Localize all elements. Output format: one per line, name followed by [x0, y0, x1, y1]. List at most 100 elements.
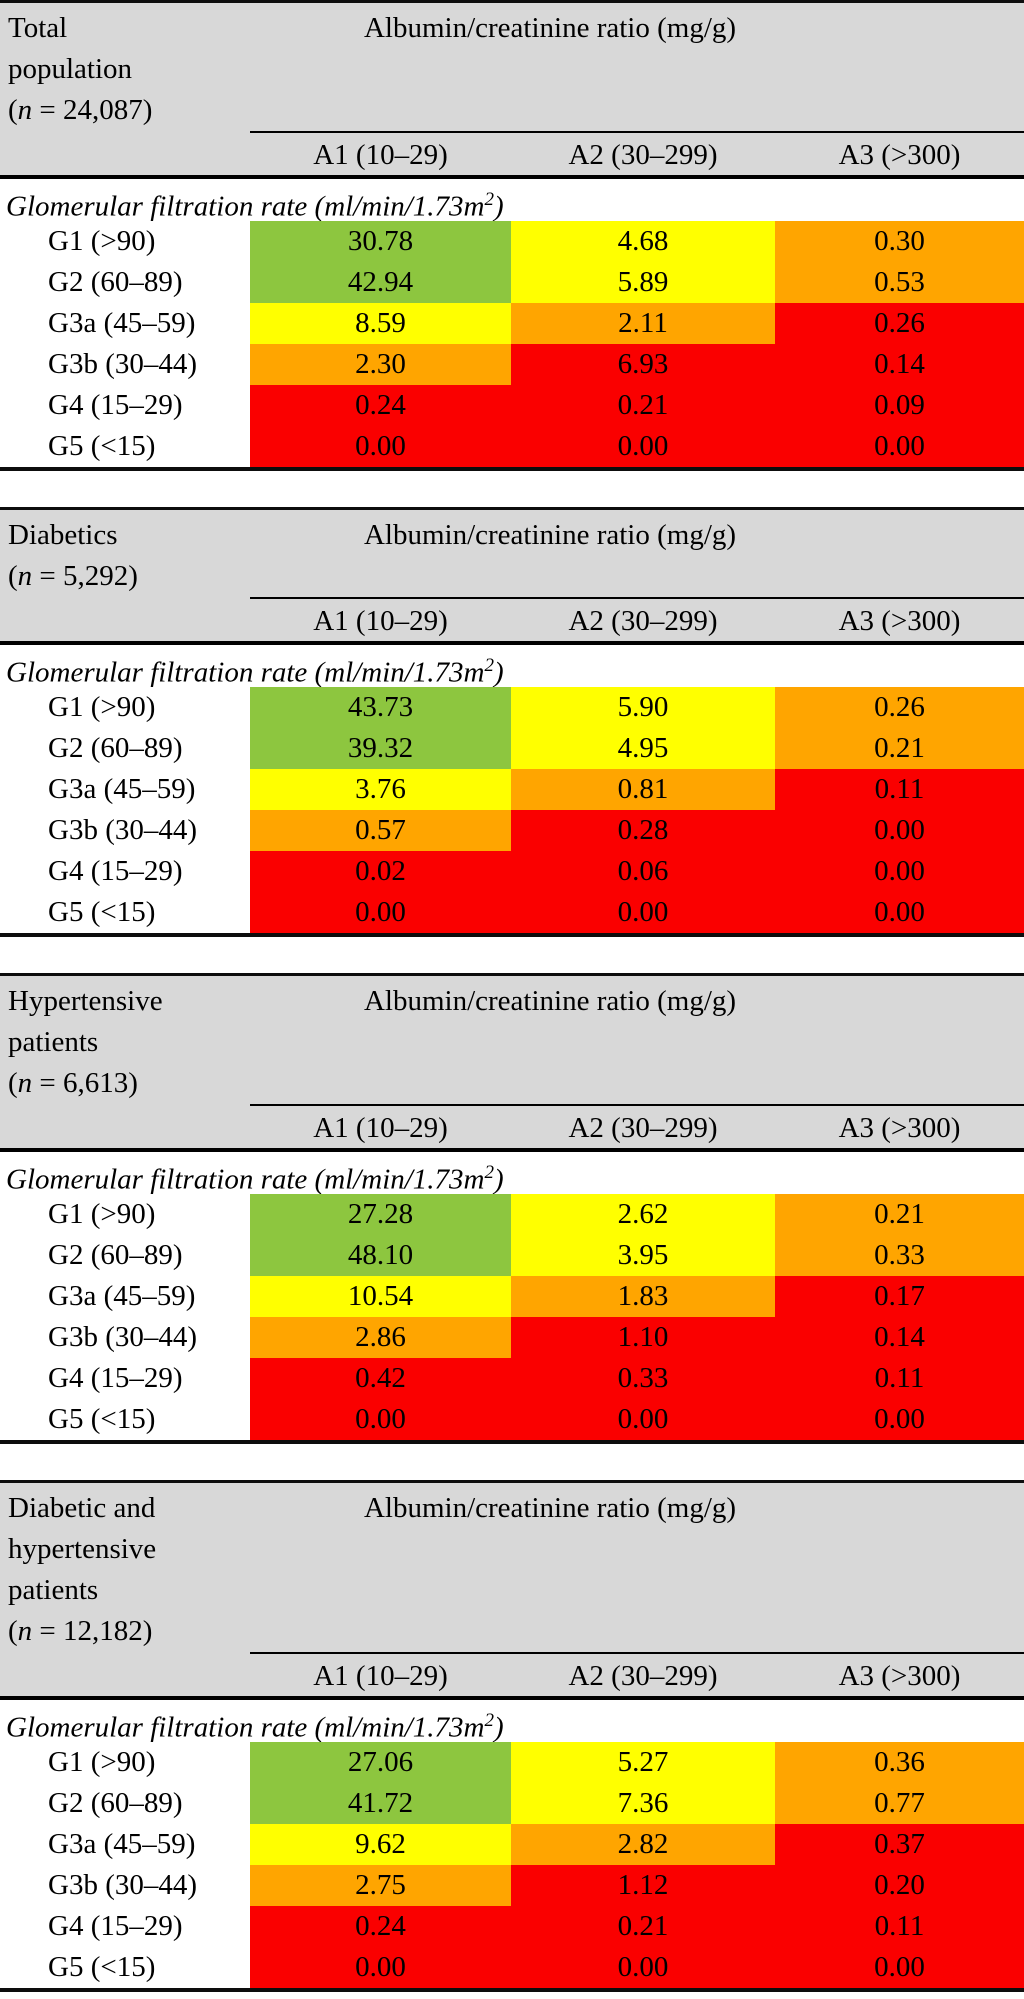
- gfr-label-close: ): [494, 1163, 504, 1196]
- gfr-label-base: Glomerular filtration rate (ml/min/1.73m: [6, 656, 485, 689]
- risk-cell: 0.11: [775, 1906, 1024, 1947]
- risk-cell: 0.00: [250, 892, 511, 933]
- table-row: G3a (45–59) 8.59 2.11 0.26: [0, 303, 1024, 344]
- risk-cell: 0.00: [775, 1399, 1024, 1440]
- count-suffix: = 12,182): [32, 1615, 153, 1647]
- risk-cell: 0.00: [511, 426, 775, 467]
- column-header-spacer: [0, 131, 250, 175]
- title-line: population: [8, 53, 133, 85]
- risk-cell: 2.30: [250, 344, 511, 385]
- risk-cell: 0.24: [250, 1906, 511, 1947]
- count-n-variable: n: [17, 1615, 33, 1647]
- risk-cell: 0.21: [775, 728, 1024, 769]
- gfr-label-superscript: 2: [484, 655, 495, 676]
- column-header-a1: A1 (10–29): [313, 139, 448, 171]
- risk-cell: 0.57: [250, 810, 511, 851]
- risk-cell: 5.27: [511, 1742, 775, 1783]
- risk-cell: 0.33: [511, 1358, 775, 1399]
- risk-cell: 3.95: [511, 1235, 775, 1276]
- gfr-row-label: Glomerular filtration rate (ml/min/1.73m…: [0, 179, 1024, 223]
- gfr-label-superscript: 2: [484, 1162, 495, 1183]
- count-suffix: = 6,613): [32, 1067, 138, 1099]
- gfr-category-label: G3b (30–44): [0, 1865, 250, 1906]
- population-count: (n = 12,182): [8, 1611, 156, 1652]
- risk-cell: 0.36: [775, 1742, 1024, 1783]
- risk-cell: 0.28: [511, 810, 775, 851]
- column-header-a1: A1 (10–29): [313, 605, 448, 637]
- column-header-row: A1 (10–29) A2 (30–299) A3 (>300): [0, 1104, 1024, 1148]
- risk-table: Diabetic and hypertensive patients (n = 12,…: [0, 1480, 1024, 1992]
- risk-table: Hypertensive patients (n = 6,613) Albumin/…: [0, 973, 1024, 1444]
- gfr-category-label: G2 (60–89): [0, 1783, 250, 1824]
- population-count: (n = 5,292): [8, 556, 138, 597]
- column-header-a1: A1 (10–29): [313, 1660, 448, 1692]
- table-row: G2 (60–89) 48.10 3.95 0.33: [0, 1235, 1024, 1276]
- risk-cell: 0.00: [250, 1947, 511, 1988]
- gfr-row-label: Glomerular filtration rate (ml/min/1.73m…: [0, 1700, 1024, 1744]
- gfr-category-label: G3a (45–59): [0, 303, 250, 344]
- column-header-a3: A3 (>300): [838, 605, 961, 637]
- gfr-category-label: G2 (60–89): [0, 1235, 250, 1276]
- risk-cell: 0.24: [250, 385, 511, 426]
- gfr-category-label: G4 (15–29): [0, 851, 250, 892]
- risk-cell: 0.00: [511, 1947, 775, 1988]
- table-title: Total population (n = 24,087): [8, 8, 152, 131]
- risk-cell: 41.72: [250, 1783, 511, 1824]
- count-prefix: (: [8, 94, 18, 126]
- gfr-label-superscript: 2: [484, 1710, 495, 1731]
- table-header-band: Diabetic and hypertensive patients (n = 12,…: [0, 1480, 1024, 1700]
- risk-cell: 2.86: [250, 1317, 511, 1358]
- column-header-a2: A2 (30–299): [568, 139, 718, 171]
- column-header-a2: A2 (30–299): [568, 1660, 718, 1692]
- risk-cell: 9.62: [250, 1824, 511, 1865]
- table-row: G3b (30–44) 0.57 0.28 0.00: [0, 810, 1024, 851]
- column-header-a1: A1 (10–29): [313, 1112, 448, 1144]
- risk-cell: 2.75: [250, 1865, 511, 1906]
- risk-cell: 0.11: [775, 769, 1024, 810]
- table-row: G5 (<15) 0.00 0.00 0.00: [0, 426, 1024, 467]
- risk-cell: 0.53: [775, 262, 1024, 303]
- risk-cell: 0.00: [511, 1399, 775, 1440]
- gfr-label-superscript: 2: [484, 189, 495, 210]
- risk-cell: 0.81: [511, 769, 775, 810]
- gfr-row-label: Glomerular filtration rate (ml/min/1.73m…: [0, 645, 1024, 689]
- risk-cell: 2.82: [511, 1824, 775, 1865]
- title-line: patients: [8, 1574, 99, 1606]
- risk-cell: 0.14: [775, 344, 1024, 385]
- risk-cell: 0.20: [775, 1865, 1024, 1906]
- risk-cell: 1.10: [511, 1317, 775, 1358]
- risk-cell: 1.83: [511, 1276, 775, 1317]
- count-prefix: (: [8, 1067, 18, 1099]
- risk-cell: 27.28: [250, 1194, 511, 1235]
- table-row: G2 (60–89) 41.72 7.36 0.77: [0, 1783, 1024, 1824]
- column-header-spacer: [0, 1652, 250, 1696]
- gfr-label-base: Glomerular filtration rate (ml/min/1.73m: [6, 1163, 485, 1196]
- gfr-category-label: G5 (<15): [0, 426, 250, 467]
- gfr-category-label: G3b (30–44): [0, 344, 250, 385]
- gfr-label-base: Glomerular filtration rate (ml/min/1.73m: [6, 190, 485, 223]
- count-prefix: (: [8, 560, 18, 592]
- gfr-category-label: G5 (<15): [0, 892, 250, 933]
- table-row: G5 (<15) 0.00 0.00 0.00: [0, 1399, 1024, 1440]
- risk-cell: 43.73: [250, 687, 511, 728]
- table-row: G3b (30–44) 2.75 1.12 0.20: [0, 1865, 1024, 1906]
- count-suffix: = 5,292): [32, 560, 138, 592]
- table-row: G4 (15–29) 0.42 0.33 0.11: [0, 1358, 1024, 1399]
- count-n-variable: n: [17, 560, 33, 592]
- title-line: hypertensive: [8, 1533, 157, 1565]
- risk-cell: 0.09: [775, 385, 1024, 426]
- risk-cell: 4.68: [511, 221, 775, 262]
- column-header-row: A1 (10–29) A2 (30–299) A3 (>300): [0, 131, 1024, 175]
- risk-table: Diabetics (n = 5,292) Albumin/creatinine …: [0, 507, 1024, 937]
- title-line: Total: [8, 12, 68, 44]
- title-line: Diabetics: [8, 519, 118, 551]
- data-grid: G1 (>90) 43.73 5.90 0.26 G2 (60–89) 39.32 4.95…: [0, 687, 1024, 933]
- population-count: (n = 6,613): [8, 1063, 163, 1104]
- risk-cell: 0.06: [511, 851, 775, 892]
- risk-cell: 5.90: [511, 687, 775, 728]
- table-row: G4 (15–29) 0.24 0.21 0.09: [0, 385, 1024, 426]
- gfr-category-label: G3a (45–59): [0, 1276, 250, 1317]
- risk-cell: 7.36: [511, 1783, 775, 1824]
- risk-cell: 48.10: [250, 1235, 511, 1276]
